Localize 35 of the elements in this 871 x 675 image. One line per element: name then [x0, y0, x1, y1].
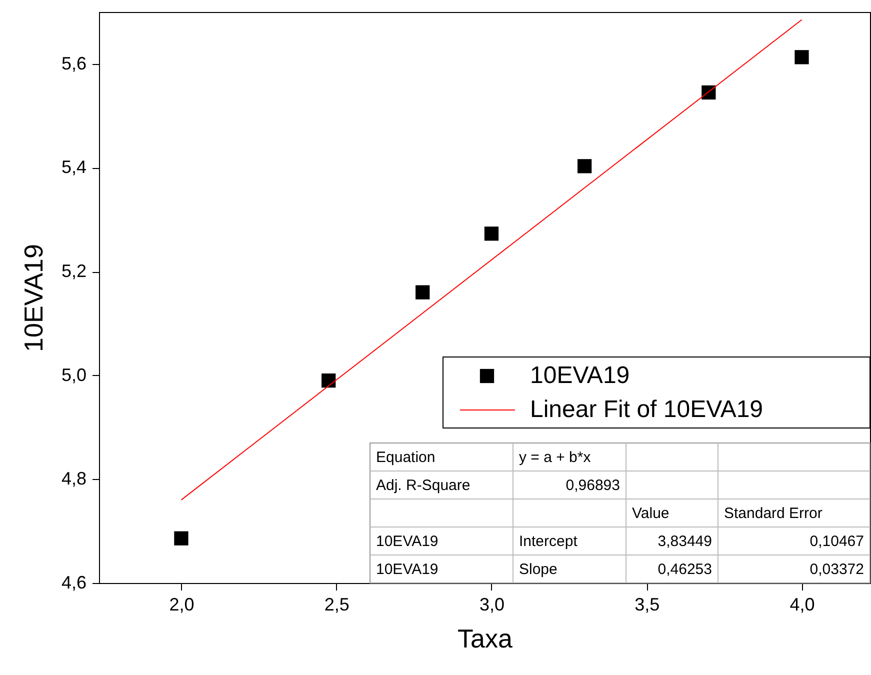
y-tick-label: 5,6	[61, 53, 86, 74]
y-tick-label: 5,4	[61, 157, 86, 178]
x-tick-label: 4,0	[790, 594, 815, 614]
y-tick-label: 4,8	[61, 468, 86, 489]
x-tick-label: 3,0	[479, 594, 504, 614]
y-axis-title: 10EVA19	[18, 244, 48, 352]
point	[174, 531, 188, 546]
legend-label: Linear Fit of 10EVA19	[530, 396, 764, 423]
y-tick-label: 5,0	[61, 364, 86, 385]
annotation: 10EVA19	[376, 533, 438, 550]
y-tick-label: 5,2	[61, 261, 86, 282]
annotation: Equation	[376, 449, 436, 466]
annotation: 10EVA19	[376, 561, 438, 578]
point	[577, 159, 592, 174]
annotation: 3,83449	[658, 533, 712, 550]
x-tick-label: 2,0	[169, 594, 194, 614]
x-tick-label: 2,5	[324, 594, 350, 614]
annotation: 0,96893	[566, 477, 620, 494]
x-axis-title: Taxa	[458, 624, 513, 654]
legend-label: 10EVA19	[530, 362, 630, 389]
annotation: Value	[632, 505, 670, 522]
y-tick-label: 4,6	[61, 572, 86, 592]
annotation: Intercept	[519, 533, 578, 550]
point	[322, 373, 336, 388]
annotation: Slope	[519, 561, 558, 578]
annotation: 0,46253	[658, 561, 712, 578]
annotation: Adj. R-Square	[376, 477, 470, 494]
point	[484, 226, 499, 241]
point	[794, 50, 809, 64]
point	[416, 285, 430, 300]
x-tick-label: 3,5	[634, 594, 660, 614]
annotation: 0,10467	[810, 533, 864, 550]
annotation: Standard Error	[724, 505, 822, 522]
annotation: y = a + b*x	[519, 449, 592, 466]
annotation: 0,03372	[810, 561, 864, 578]
